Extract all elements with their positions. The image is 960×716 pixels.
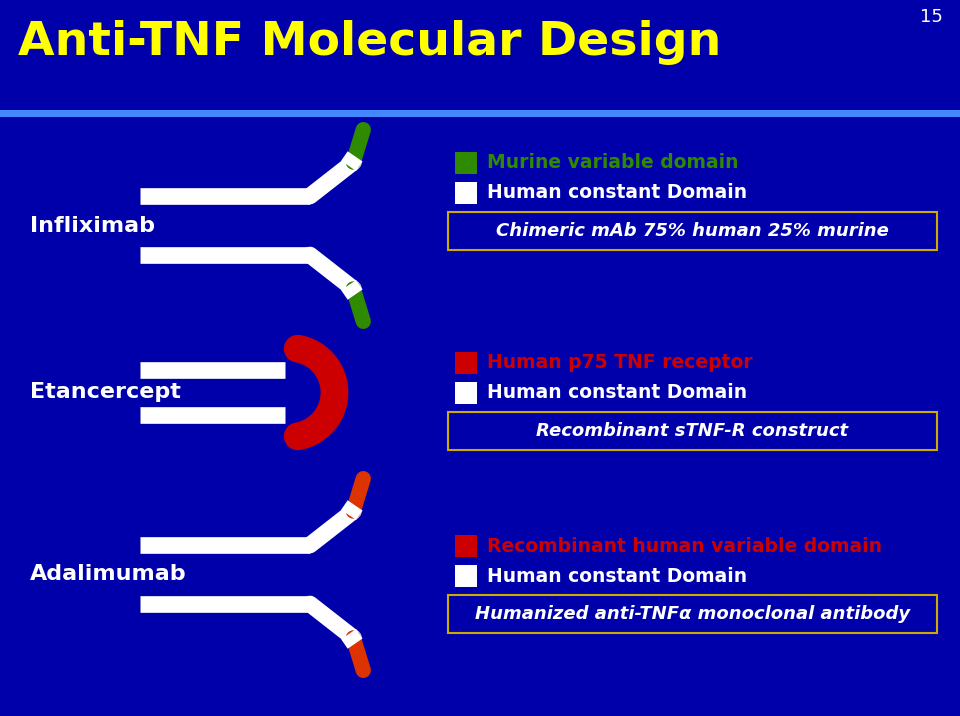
Text: Adalimumab: Adalimumab <box>30 564 186 584</box>
Text: Human constant Domain: Human constant Domain <box>487 384 747 402</box>
FancyBboxPatch shape <box>448 595 937 633</box>
Bar <box>455 182 477 204</box>
Bar <box>455 152 477 174</box>
Text: Murine variable domain: Murine variable domain <box>487 153 738 173</box>
Text: Anti-TNF Molecular Design: Anti-TNF Molecular Design <box>18 20 721 65</box>
Bar <box>455 352 477 374</box>
FancyBboxPatch shape <box>0 110 960 117</box>
Bar <box>455 382 477 404</box>
Text: 15: 15 <box>920 8 943 26</box>
Text: Etancercept: Etancercept <box>30 382 180 402</box>
Text: Human constant Domain: Human constant Domain <box>487 566 747 586</box>
Text: Recombinant human variable domain: Recombinant human variable domain <box>487 536 882 556</box>
Bar <box>455 535 477 557</box>
Text: Infliximab: Infliximab <box>30 216 155 236</box>
FancyBboxPatch shape <box>448 212 937 250</box>
Text: Chimeric mAb 75% human 25% murine: Chimeric mAb 75% human 25% murine <box>496 222 889 240</box>
Text: Recombinant sTNF-R construct: Recombinant sTNF-R construct <box>537 422 849 440</box>
Text: Human constant Domain: Human constant Domain <box>487 183 747 203</box>
Bar <box>455 565 477 587</box>
FancyBboxPatch shape <box>448 412 937 450</box>
Text: Human p75 TNF receptor: Human p75 TNF receptor <box>487 354 753 372</box>
Text: Humanized anti-TNFα monoclonal antibody: Humanized anti-TNFα monoclonal antibody <box>475 605 910 623</box>
